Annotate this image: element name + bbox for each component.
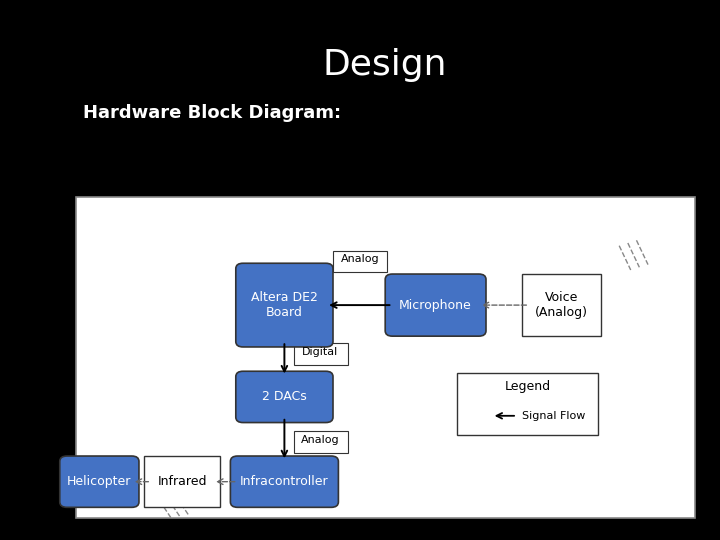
Text: Digital: Digital (302, 347, 338, 357)
Text: Voice
(Analog): Voice (Analog) (535, 291, 588, 319)
Text: 2 DACs: 2 DACs (262, 390, 307, 403)
Text: Design: Design (323, 48, 447, 82)
FancyBboxPatch shape (333, 251, 387, 272)
FancyBboxPatch shape (236, 372, 333, 422)
Text: Analog: Analog (301, 435, 340, 445)
Text: Infracontroller: Infracontroller (240, 475, 329, 488)
FancyBboxPatch shape (294, 343, 348, 365)
Text: Helicopter: Helicopter (67, 475, 132, 488)
Text: Microphone: Microphone (399, 299, 472, 312)
FancyBboxPatch shape (144, 456, 220, 508)
FancyBboxPatch shape (385, 274, 486, 336)
FancyBboxPatch shape (236, 263, 333, 347)
FancyBboxPatch shape (230, 456, 338, 508)
Text: Altera DE2
Board: Altera DE2 Board (251, 291, 318, 319)
Text: Analog: Analog (341, 254, 379, 264)
FancyBboxPatch shape (294, 431, 348, 453)
Text: Hardware Block Diagram:: Hardware Block Diagram: (83, 104, 341, 123)
Text: Infrared: Infrared (158, 475, 207, 488)
Text: Legend: Legend (504, 380, 551, 393)
Text: Signal Flow: Signal Flow (522, 411, 585, 421)
FancyBboxPatch shape (60, 456, 139, 508)
FancyBboxPatch shape (522, 274, 601, 336)
FancyBboxPatch shape (76, 197, 695, 518)
FancyBboxPatch shape (457, 373, 598, 435)
